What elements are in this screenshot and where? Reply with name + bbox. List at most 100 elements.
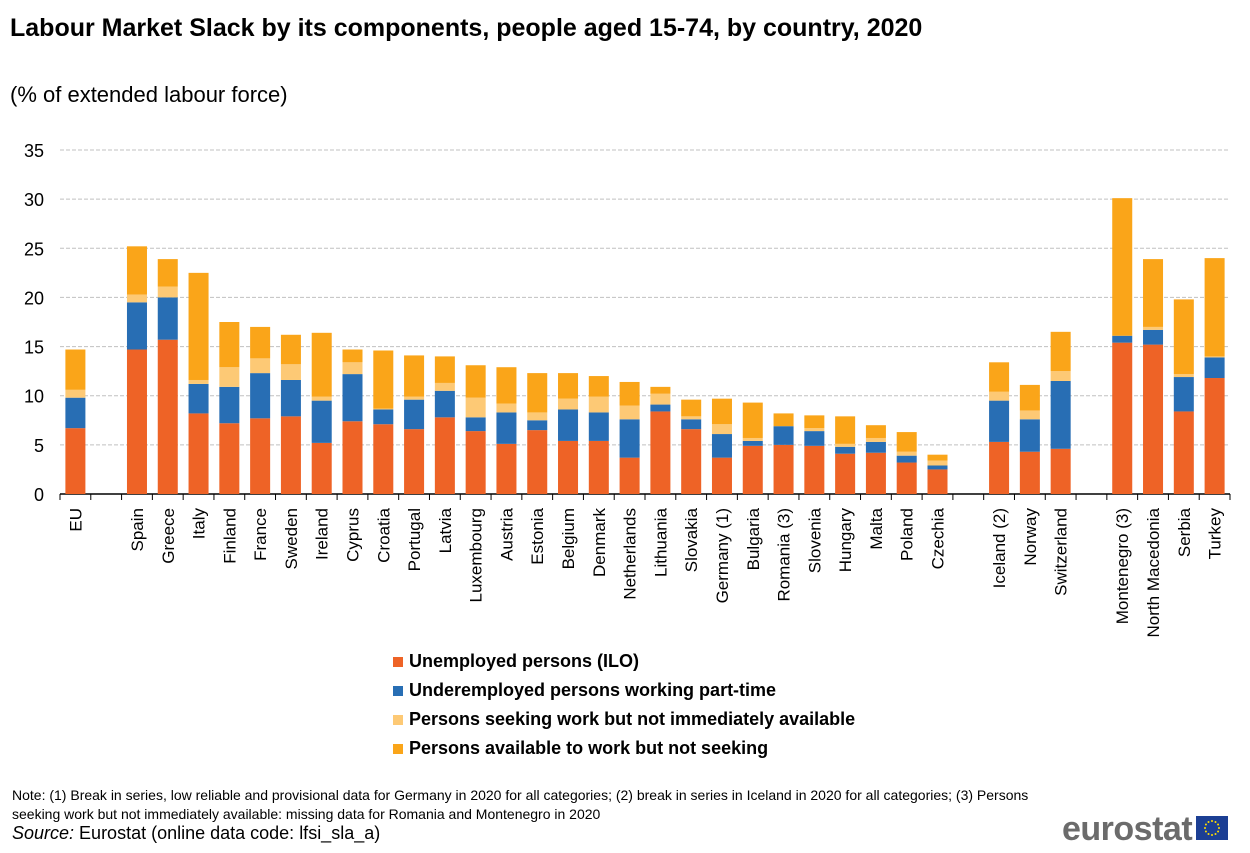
flag-star	[1217, 823, 1220, 826]
legend-label: Persons available to work but not seekin…	[409, 738, 769, 758]
bar-segment	[835, 443, 856, 447]
footnote: Note: (1) Break in series, low reliable …	[12, 787, 1029, 822]
bar-segment	[280, 334, 301, 365]
bar-segment	[558, 373, 579, 399]
legend-swatch	[393, 743, 403, 754]
bar-segment	[1143, 326, 1164, 330]
x-tick-label: Turkey	[1206, 508, 1225, 560]
bar-segment	[1204, 258, 1225, 357]
x-tick-label: Finland	[220, 508, 239, 564]
bar-segment	[558, 409, 579, 441]
bar-segment	[865, 441, 886, 453]
flag-star	[1204, 830, 1207, 833]
chart-legend: Unemployed persons (ILO) Underemployed pe…	[393, 647, 855, 763]
bar-segment	[250, 418, 271, 494]
bar-segment	[865, 437, 886, 442]
chart-plot: 0 5 10 15 20 25 30 35 EU Spain Greece Italy Finland F…	[24, 141, 1231, 637]
bar-segment	[527, 430, 548, 494]
bar-segment	[1143, 259, 1164, 327]
bar-segment	[804, 415, 825, 429]
source-line: Source: Eurostat (online data code: lfsi…	[12, 823, 380, 844]
flag-star	[1207, 820, 1210, 823]
bar-segment	[373, 424, 394, 494]
bar-segment	[989, 400, 1010, 442]
bar-segment	[989, 391, 1010, 401]
bar-segment	[404, 399, 425, 430]
x-tick-label: Norway	[1021, 508, 1040, 566]
bar-segment	[342, 349, 363, 363]
bar-segment	[434, 382, 455, 391]
bar-segment	[681, 399, 702, 417]
x-tick-label: Italy	[190, 508, 209, 540]
bar-segment	[619, 457, 640, 494]
bar-segment	[804, 445, 825, 494]
legend-item: Persons seeking work but not immediately…	[393, 705, 855, 734]
bar-segment	[157, 339, 178, 494]
bar-segment	[711, 434, 732, 458]
bar-segment	[280, 416, 301, 494]
bar-segment	[434, 390, 455, 418]
bar-segment	[619, 419, 640, 458]
bar-segment	[311, 442, 332, 494]
x-tick-label: Poland	[898, 508, 917, 561]
x-tick-label: Estonia	[528, 507, 547, 564]
bar-segment	[927, 454, 948, 461]
bar-segment	[373, 408, 394, 410]
legend-label: Persons seeking work but not immediately…	[409, 709, 856, 729]
source-text: Eurostat (online data code: lfsi_sla_a)	[74, 823, 381, 843]
bar-segment	[650, 404, 671, 412]
bar-segment	[527, 412, 548, 421]
bar-segment	[434, 356, 455, 383]
bar-segment	[342, 421, 363, 494]
bar-segment	[465, 417, 486, 432]
x-tick-label: Ireland	[313, 508, 332, 560]
flag-star	[1204, 823, 1207, 826]
x-tick-label: Germany (1)	[713, 508, 732, 603]
bar-segment	[558, 398, 579, 410]
bar-segment	[311, 400, 332, 443]
bar-segment	[1019, 384, 1040, 411]
x-tick-label: Czechia	[929, 507, 948, 569]
x-tick-label: Cyprus	[344, 508, 363, 562]
x-tick-label: France	[251, 508, 270, 561]
flag-star	[1214, 820, 1217, 823]
chart-title: Labour Market Slack by its components, p…	[10, 14, 923, 42]
bar-segment	[434, 417, 455, 494]
bar-segment	[465, 365, 486, 398]
bar-segment	[1173, 377, 1194, 412]
bar-segment	[188, 383, 209, 414]
bar-segment	[1143, 329, 1164, 345]
bar-segment	[126, 302, 147, 350]
bar-segment	[126, 294, 147, 303]
bar-segment	[496, 367, 517, 404]
x-tick-label: Serbia	[1175, 507, 1194, 557]
bar-segment	[219, 322, 240, 368]
legend-item: Underemployed persons working part-time	[393, 676, 855, 705]
bar-segment	[465, 431, 486, 494]
y-tick-label: 35	[24, 141, 44, 161]
bar-segment	[742, 402, 763, 438]
bar-segment	[465, 397, 486, 418]
y-tick-label: 30	[24, 190, 44, 210]
bar-segment	[896, 455, 917, 463]
bar-segment	[496, 412, 517, 444]
eu-flag-icon	[1196, 816, 1228, 840]
y-tick-label: 0	[34, 485, 44, 505]
flag-star	[1214, 833, 1217, 836]
y-tick-label: 10	[24, 387, 44, 407]
bar-segment	[711, 424, 732, 435]
bar-segment	[619, 381, 640, 406]
bar-segment	[404, 396, 425, 400]
bar-segment	[1050, 448, 1071, 494]
bar-segment	[157, 286, 178, 298]
flag-star	[1211, 834, 1213, 836]
bar-segment	[280, 379, 301, 417]
legend-label: Underemployed persons working part-time	[409, 680, 777, 700]
x-tick-label: Denmark	[590, 508, 609, 577]
x-tick-label: Luxembourg	[467, 508, 486, 603]
bar-segment	[588, 440, 609, 494]
x-tick-label: EU	[66, 508, 85, 532]
x-tick-label: Belgium	[559, 508, 578, 569]
x-tick-label: Sweden	[282, 508, 301, 569]
